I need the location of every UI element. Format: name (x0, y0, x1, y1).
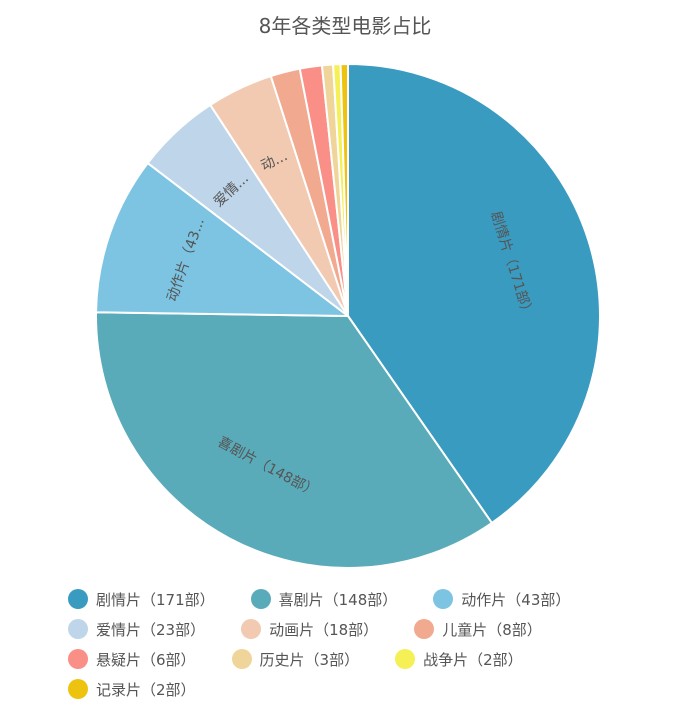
legend-item-1[interactable]: 喜剧片（148部） (250, 588, 398, 610)
legend-marker (68, 649, 88, 669)
legend-marker (414, 619, 435, 639)
legend-label: 悬疑片（6部） (96, 650, 196, 669)
legend-item-6[interactable]: 悬疑片（6部） (68, 648, 196, 670)
legend-label: 战争片（2部） (423, 650, 523, 669)
chart-title: 8年各类型电影占比 (258, 14, 432, 38)
legend-label: 历史片（3部） (259, 650, 360, 669)
legend-item-3[interactable]: 爱情片（23部） (68, 618, 205, 640)
legend-label: 爱情片（23部） (96, 620, 206, 639)
pie-slice-2[interactable] (95, 162, 349, 317)
legend-marker (241, 619, 262, 639)
pie-slice-1[interactable] (95, 311, 493, 569)
legend: 剧情片（171部） 喜剧片（148部） 动作片（43部） 爱情片（23部） 动画片（18… (68, 588, 648, 700)
legend-label: 儿童片（8部） (442, 620, 542, 639)
legend-item-8[interactable]: 战争片（2部） (395, 648, 523, 670)
legend-item-0[interactable]: 剧情片（171部） (68, 588, 215, 610)
legend-label: 动画片（18部） (269, 620, 379, 639)
legend-marker (231, 649, 252, 669)
legend-marker (395, 649, 416, 669)
legend-item-9[interactable]: 记录片（2部） (68, 678, 196, 700)
legend-label: 动作片（43部） (461, 590, 571, 609)
legend-marker (250, 589, 271, 609)
pie-slice-9[interactable] (339, 63, 349, 317)
legend-marker (433, 589, 454, 609)
legend-item-4[interactable]: 动画片（18部） (241, 618, 378, 640)
pie-slice-0[interactable] (347, 63, 601, 524)
legend-item-7[interactable]: 历史片（3部） (231, 648, 360, 670)
legend-marker (68, 589, 88, 609)
legend-label: 记录片（2部） (96, 680, 196, 699)
legend-label: 喜剧片（148部） (278, 590, 398, 609)
legend-marker (68, 619, 88, 639)
legend-item-2[interactable]: 动作片（43部） (433, 588, 570, 610)
legend-marker (68, 679, 88, 699)
legend-label: 剧情片（171部） (96, 590, 215, 609)
legend-item-5[interactable]: 儿童片（8部） (414, 618, 542, 640)
